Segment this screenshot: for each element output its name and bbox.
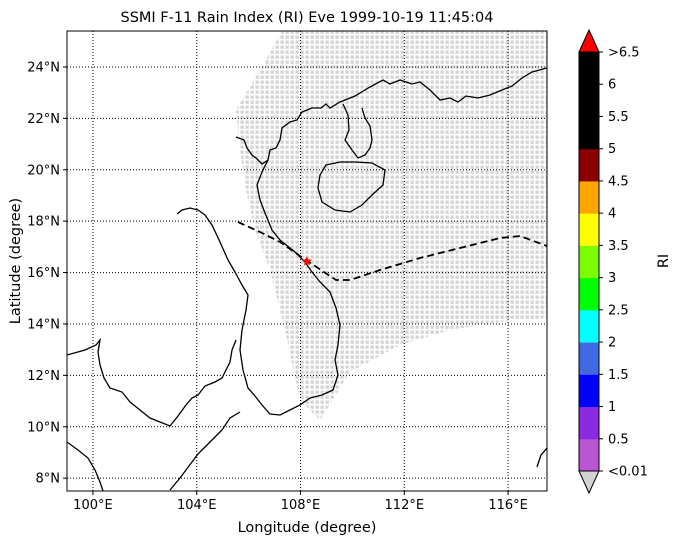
y-tick-label: 8°N xyxy=(36,472,61,487)
x-tick-label: 100°E xyxy=(73,498,113,513)
y-tick-label: 24°N xyxy=(27,60,60,75)
storm-track xyxy=(237,221,547,281)
colorbar-segment xyxy=(579,438,599,472)
y-tick-label: 16°N xyxy=(27,266,60,281)
colorbar-tick-label: 0.5 xyxy=(608,432,629,447)
colorbar-segment xyxy=(579,309,599,343)
colorbar-segment xyxy=(579,116,599,150)
colorbar-over-triangle xyxy=(578,28,600,53)
x-tick-label: 108°E xyxy=(281,498,321,513)
colorbar-tick-label: 6 xyxy=(608,78,616,93)
plot-frame xyxy=(66,30,548,492)
x-tick-label: 116°E xyxy=(488,498,528,513)
coastline-borneo xyxy=(536,447,547,468)
colorbar-tick-label: 1 xyxy=(608,400,616,415)
coastline-leizhou-peninsula xyxy=(342,103,373,159)
y-tick-label: 12°N xyxy=(27,369,60,384)
y-tick-label: 20°N xyxy=(27,163,60,178)
y-axis-label: Latitude (degree) xyxy=(8,198,24,324)
coastline-gulf-of-thailand xyxy=(169,411,241,491)
colorbar-segment xyxy=(579,213,599,246)
y-axis-ticks: 8°N 10°N 12°N 14°N 16°N 18°N 20°N 22°N 24°N xyxy=(27,60,67,487)
colorbar-tick-label: 5.5 xyxy=(608,110,629,125)
colorbar-segment xyxy=(579,406,599,440)
colorbar-tick-label: 3.5 xyxy=(608,239,629,254)
coastline-malay-peninsula xyxy=(67,441,104,491)
colorbar-tick-label: 4.5 xyxy=(608,174,629,189)
grid-lines xyxy=(67,31,547,491)
x-axis-label: Longitude (degree) xyxy=(238,520,377,536)
colorbar-label: RI xyxy=(656,254,672,268)
x-tick-label: 112°E xyxy=(385,498,425,513)
colorbar-segment xyxy=(579,180,599,214)
colorbar-segment xyxy=(579,342,599,375)
x-tick-label: 104°E xyxy=(177,498,217,513)
colorbar-tick-label: 4 xyxy=(608,207,616,222)
storm-center-star xyxy=(301,256,313,266)
coastline-mainland-china xyxy=(235,67,547,165)
colorbar-tick-label: 5 xyxy=(608,142,616,157)
y-tick-label: 22°N xyxy=(27,112,60,127)
colorbar-tick-label: >6.5 xyxy=(608,46,640,61)
y-tick-label: 18°N xyxy=(27,215,60,230)
colorbar-tick-label: 3 xyxy=(608,271,616,286)
colorbar-segment xyxy=(579,52,599,85)
colorbar-tick-label: 2 xyxy=(608,336,616,351)
satellite-swath xyxy=(236,31,547,420)
colorbar-segment xyxy=(579,148,599,182)
colorbar-segment xyxy=(579,245,599,279)
colorbar-tick-label: 1.5 xyxy=(608,368,629,383)
colorbar-tick-label: 2.5 xyxy=(608,303,629,318)
colorbar: <0.01 0.5 1 1.5 2 2.5 3 3.5 4 4.5 5 5.5 6 >6.5 xyxy=(578,28,648,495)
y-tick-label: 10°N xyxy=(27,420,60,435)
y-tick-label: 14°N xyxy=(27,317,60,332)
colorbar-tick-label: <0.01 xyxy=(608,465,648,480)
colorbar-segment xyxy=(579,374,599,408)
coastline-cambodia-thailand xyxy=(67,337,237,427)
chart-title: SSMI F-11 Rain Index (RI) Eve 1999-10-19… xyxy=(121,10,494,26)
colorbar-segment xyxy=(579,84,599,117)
colorbar-frame xyxy=(578,51,600,472)
coastline-hainan-island xyxy=(317,161,386,213)
colorbar-segment xyxy=(579,277,599,311)
colorbar-under-triangle xyxy=(578,470,600,495)
x-axis-ticks: 100°E 104°E 108°E 112°E 116°E xyxy=(73,491,528,513)
